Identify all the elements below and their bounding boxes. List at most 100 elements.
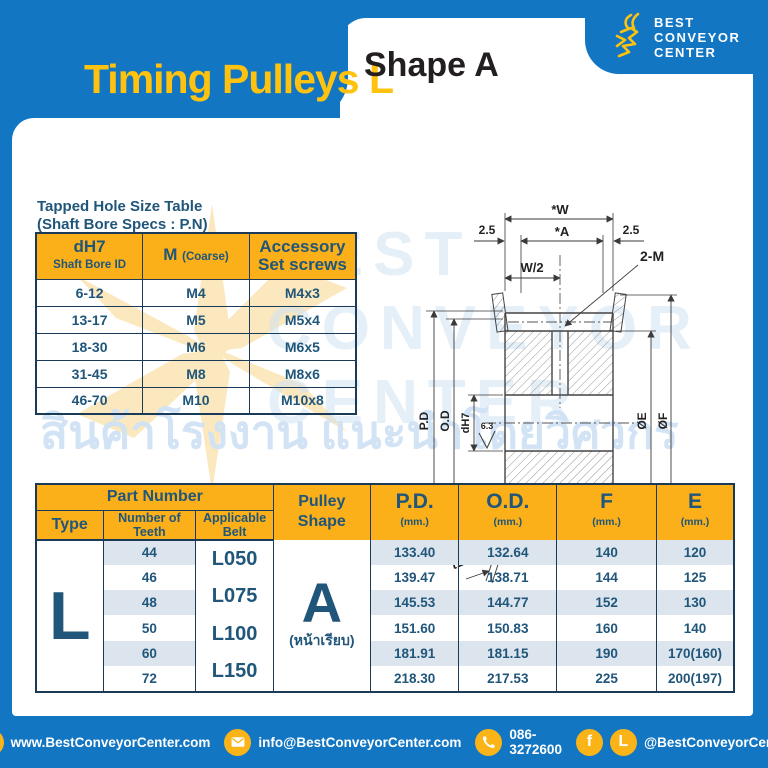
cell-m: M10 — [142, 386, 250, 415]
footer-email-text: info@BestConveyorCenter.com — [258, 734, 462, 750]
spec-col-od: O.D. (mm.) — [458, 484, 558, 540]
cell-m: M4 — [142, 278, 250, 307]
cell-screws: M4x3 — [248, 278, 357, 307]
cell-m: M5 — [142, 305, 250, 334]
footer-website-text: www.BestConveyorCenter.com — [10, 734, 211, 750]
cell-bore: 46-70 — [35, 386, 144, 415]
cell-teeth: 50 — [102, 615, 197, 641]
cell-f: 152 — [556, 590, 657, 616]
dim-right-margin-label: 2.5 — [623, 223, 640, 237]
table-row: 13-17 M5 M5x4 — [35, 305, 357, 334]
footer-social-link[interactable]: f L @BestConveyorCenter — [575, 728, 768, 756]
cell-od: 181.15 — [458, 640, 558, 667]
tapped-col-setscrews: Accessory Set screws — [248, 232, 357, 280]
cell-e: 130 — [655, 590, 735, 616]
cell-screws: M10x8 — [248, 386, 357, 415]
dim-pd-label: P.D — [417, 411, 431, 430]
cell-bore: 6-12 — [35, 278, 144, 307]
logo-line-1: BEST — [654, 15, 695, 30]
cell-teeth: 48 — [102, 590, 197, 616]
cell-e: 170(160) — [655, 640, 735, 667]
dim-half-width-label: W/2 — [520, 260, 543, 275]
shape-heading: Shape A — [364, 46, 499, 84]
cell-teeth: 72 — [102, 666, 197, 692]
cell-bore: 18-30 — [35, 332, 144, 361]
cell-bore: 31-45 — [35, 359, 144, 388]
dim-dia-e-label: ØE — [635, 412, 649, 429]
table-row: 46-70 M10 M10x8 — [35, 386, 357, 415]
spec-col-type: Type — [35, 510, 104, 541]
cell-f: 140 — [556, 539, 657, 565]
spec-col-f: F (mm.) — [556, 484, 657, 540]
cell-f: 190 — [556, 640, 657, 667]
antelope-logo-icon — [611, 12, 645, 65]
cell-type: L — [35, 539, 104, 692]
table-row: 50 151.60 150.83 160 140 — [36, 615, 735, 641]
cell-e: 120 — [655, 539, 735, 565]
footer-social-text: @BestConveyorCenter — [643, 734, 768, 750]
cell-pd: 218.30 — [369, 666, 460, 692]
spec-col-e: E (mm.) — [655, 484, 735, 540]
dim-a-label: *A — [555, 224, 570, 239]
dim-w-label: *W — [551, 203, 569, 217]
spec-col-pulley-shape: Pulley Shape — [272, 484, 371, 540]
footer-website-link[interactable]: www.BestConveyorCenter.com — [0, 728, 211, 756]
table-row: 18-30 M6 M6x5 — [35, 332, 357, 361]
cell-teeth: 44 — [102, 539, 197, 565]
spec-col-part-number: Part Number — [35, 484, 274, 511]
table-row: 72 218.30 217.53 225 200(197) — [36, 666, 735, 692]
table-row: 31-45 M8 M8x6 — [35, 359, 357, 388]
table-row: 46 139.47 138.71 144 125 — [36, 564, 735, 591]
cell-od: 144.77 — [458, 590, 558, 616]
table-row: L 44 L050 L075 L100 L150 A (หน้าเรียบ) 1… — [35, 539, 735, 692]
brand-logo: BEST CONVEYOR CENTER — [585, 0, 768, 74]
cell-pd: 151.60 — [369, 615, 460, 641]
table-row: 6-12 M4 M4x3 — [35, 278, 357, 307]
tapped-col-bore: dH7 Shaft Bore ID — [35, 232, 144, 280]
spec-col-pd: P.D. (mm.) — [369, 484, 460, 540]
spec-col-teeth: Number of Teeth — [102, 510, 197, 541]
footer-phone-text: 086-3272600 — [509, 727, 562, 757]
table-row: 48 145.53 144.77 152 130 — [36, 590, 735, 616]
page-title: Timing Pulleys L — [84, 56, 394, 102]
cell-bore: 13-17 — [35, 305, 144, 334]
dim-dia-f-label: ØF — [656, 413, 670, 430]
cell-e: 140 — [655, 615, 735, 641]
cell-od: 138.71 — [458, 564, 558, 591]
line-icon: L — [609, 728, 637, 756]
table-row: 60 181.91 181.15 190 170(160) — [36, 640, 735, 667]
cell-screws: M8x6 — [248, 359, 357, 388]
cell-od: 217.53 — [458, 666, 558, 692]
cell-e: 125 — [655, 564, 735, 591]
footer-email-link[interactable]: info@BestConveyorCenter.com — [224, 728, 462, 756]
cell-teeth: 46 — [102, 564, 197, 591]
cell-pd: 133.40 — [369, 539, 460, 565]
facebook-icon: f — [575, 728, 603, 756]
logo-line-3: CENTER — [654, 45, 717, 60]
cell-screws: M6x5 — [248, 332, 357, 361]
tapped-col-m: M (Coarse) — [142, 232, 250, 280]
cell-teeth: 60 — [102, 640, 197, 667]
cell-f: 144 — [556, 564, 657, 591]
dim-bore-label: dH7 — [460, 413, 472, 434]
cell-pd: 181.91 — [369, 640, 460, 667]
cell-pd: 139.47 — [369, 564, 460, 591]
dim-tapped-holes-label: 2-M — [640, 248, 664, 264]
footer-contact-bar: www.BestConveyorCenter.com info@BestConv… — [0, 716, 768, 768]
pulley-spec-table: Part Number Pulley Shape P.D. (mm.) O.D.(… — [35, 483, 735, 693]
cell-m: M6 — [142, 332, 250, 361]
cell-f: 225 — [556, 666, 657, 692]
dim-od-label: O.D — [438, 410, 452, 432]
tapped-table-title: Tapped Hole Size Table (Shaft Bore Specs… — [37, 198, 208, 233]
cell-pulley-shape: A (หน้าเรียบ) — [272, 539, 371, 692]
spec-col-belt: Applicable Belt — [195, 510, 274, 541]
mail-icon — [224, 728, 252, 756]
cell-od: 132.64 — [458, 539, 558, 565]
cell-f: 160 — [556, 615, 657, 641]
phone-icon — [475, 728, 503, 756]
cell-screws: M5x4 — [248, 305, 357, 334]
footer-phone-link[interactable]: 086-3272600 — [475, 727, 562, 757]
dim-roughness-label: 6.3 — [481, 421, 494, 431]
cell-od: 150.83 — [458, 615, 558, 641]
cell-pd: 145.53 — [369, 590, 460, 616]
